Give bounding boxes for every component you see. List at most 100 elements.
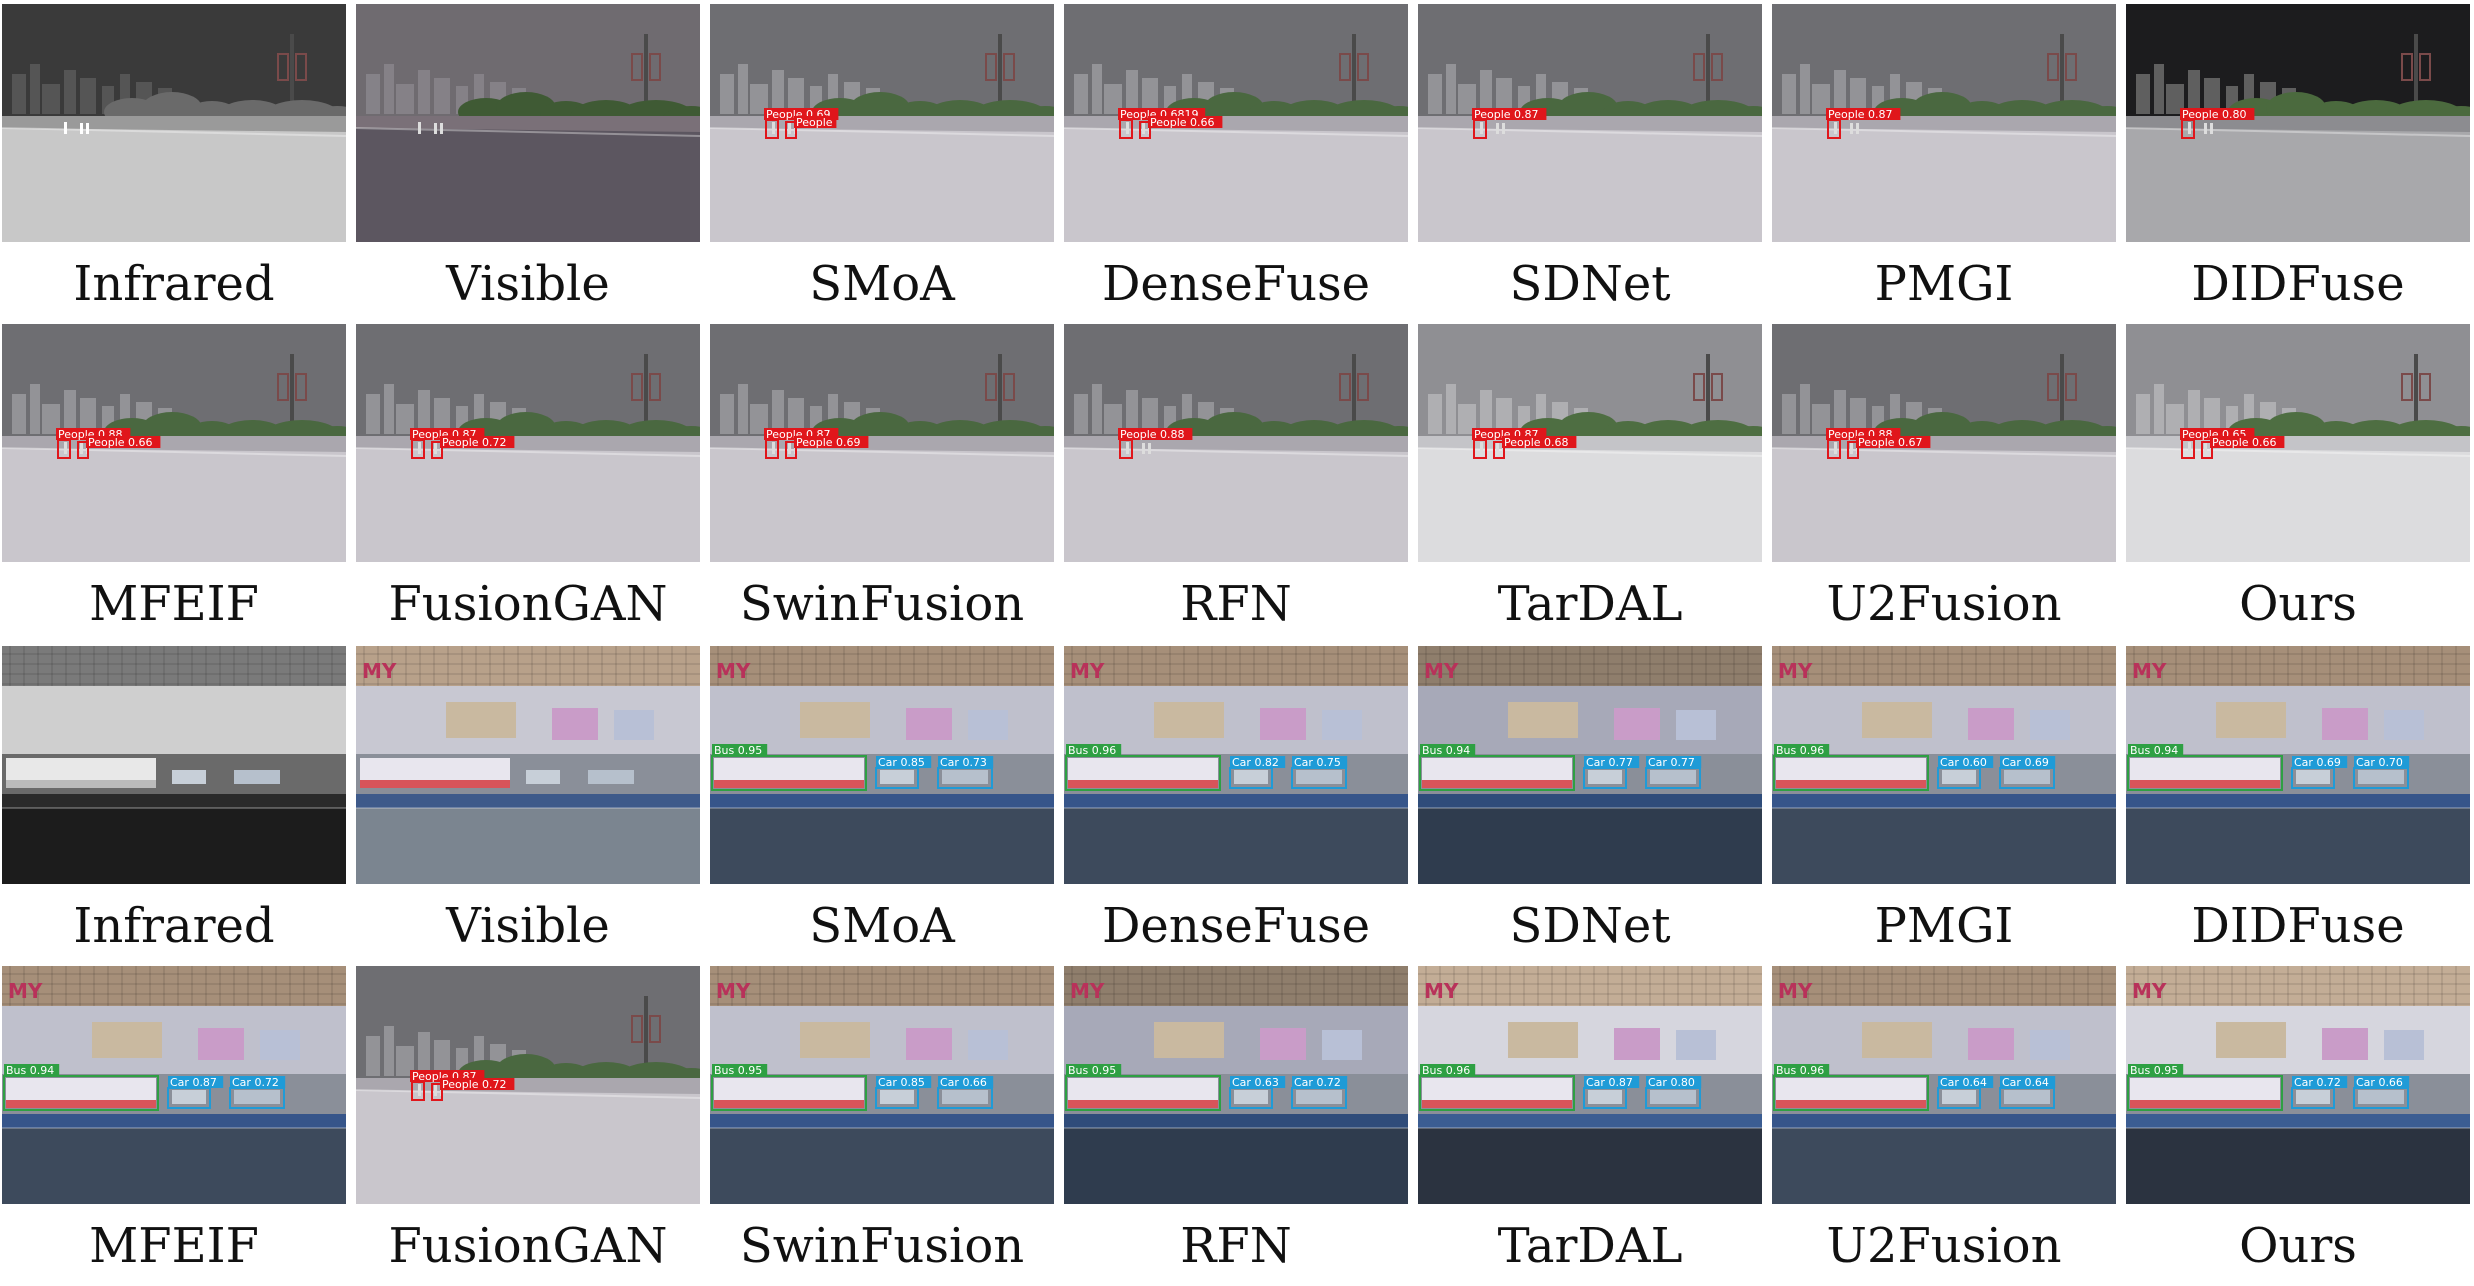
detection-label: Car 0.64 bbox=[1940, 1076, 1987, 1089]
result-image: People 0.88 People 0.66 bbox=[2, 324, 346, 562]
detection-label: Car 0.66 bbox=[940, 1076, 987, 1089]
car-detection: Car 0.77 bbox=[1645, 756, 1702, 789]
result-image bbox=[356, 4, 700, 242]
detection-label: Car 0.73 bbox=[940, 756, 987, 769]
detection-label: People 0.87 bbox=[1474, 108, 1539, 121]
detection-label: People 0.72 bbox=[442, 436, 507, 449]
people-detection: People bbox=[785, 116, 837, 139]
detection-label: Car 0.69 bbox=[2002, 756, 2049, 769]
detection-label: People 0.67 bbox=[1858, 436, 1923, 449]
detection-label: People 0.87 bbox=[1828, 108, 1893, 121]
result-image: People 0.6819 People 0.66 bbox=[1064, 4, 1408, 242]
people-detection: People 0.72 bbox=[431, 1078, 515, 1101]
image-cell: People 0.87 PMGI bbox=[1772, 4, 2116, 324]
detection-label: Car 0.80 bbox=[1648, 1076, 1695, 1089]
image-cell: People 0.65 People 0.66 Ours bbox=[2126, 324, 2470, 644]
image-cell: People 0.88 People 0.66 MFEIF bbox=[2, 324, 346, 644]
svg-text:MY: MY bbox=[1778, 979, 1813, 1003]
detection-label: Car 0.72 bbox=[2294, 1076, 2341, 1089]
detection-label: Bus 0.96 bbox=[1776, 1064, 1824, 1077]
image-row: Infrared MY Visible MY Bus 0.95 Car 0.85 Car 0… bbox=[0, 646, 2474, 966]
image-cell: MY Visible bbox=[356, 646, 700, 966]
result-image: MY Bus 0.96 Car 0.87 Car 0.80 bbox=[1418, 966, 1762, 1204]
method-caption: SMoA bbox=[809, 256, 955, 312]
car-detection: Car 0.70 bbox=[2353, 756, 2410, 789]
bus-detection: Bus 0.96 bbox=[1419, 1064, 1575, 1111]
detection-label: Bus 0.95 bbox=[1068, 1064, 1116, 1077]
people-detection: People 0.72 bbox=[431, 436, 515, 459]
car-detection: Car 0.75 bbox=[1291, 756, 1348, 789]
image-cell: Infrared bbox=[2, 4, 346, 324]
method-caption: PMGI bbox=[1874, 256, 2014, 312]
svg-text:MY: MY bbox=[8, 979, 43, 1003]
detection-label: Bus 0.94 bbox=[6, 1064, 54, 1077]
car-detection: Car 0.82 bbox=[1229, 756, 1286, 789]
people-detection: People 0.66 bbox=[2201, 436, 2285, 459]
car-detection: Car 0.69 bbox=[2291, 756, 2348, 789]
car-detection: Car 0.72 bbox=[229, 1076, 286, 1109]
image-cell: MY Bus 0.94 Car 0.77 Car 0.77 SDNet bbox=[1418, 646, 1762, 966]
detection-label: Car 0.77 bbox=[1586, 756, 1633, 769]
image-cell: People 0.87 People 0.72 FusionGAN bbox=[356, 966, 700, 1286]
result-image: People 0.87 People 0.68 bbox=[1418, 324, 1762, 562]
detection-label: People 0.72 bbox=[442, 1078, 507, 1091]
image-cell: People 0.6819 People 0.66 DenseFuse bbox=[1064, 4, 1408, 324]
method-caption: SwinFusion bbox=[739, 1218, 1025, 1274]
car-detection: Car 0.60 bbox=[1937, 756, 1994, 789]
detection-label: Car 0.85 bbox=[878, 1076, 925, 1089]
method-caption: RFN bbox=[1180, 576, 1292, 632]
method-caption: RFN bbox=[1180, 1218, 1292, 1274]
method-caption: FusionGAN bbox=[388, 576, 668, 632]
image-cell: MY Bus 0.94 Car 0.87 Car 0.72 MFEIF bbox=[2, 966, 346, 1286]
car-detection: Car 0.64 bbox=[1937, 1076, 1994, 1109]
result-image: MY Bus 0.94 Car 0.69 Car 0.70 bbox=[2126, 646, 2470, 884]
method-caption: Infrared bbox=[73, 898, 275, 954]
result-image: MY Bus 0.94 Car 0.77 Car 0.77 bbox=[1418, 646, 1762, 884]
bus-detection: Bus 0.96 bbox=[1773, 744, 1929, 791]
detection-label: Car 0.87 bbox=[1586, 1076, 1633, 1089]
people-detection: People 0.68 bbox=[1493, 436, 1577, 459]
car-detection: Car 0.69 bbox=[1999, 756, 2056, 789]
svg-text:MY: MY bbox=[716, 979, 751, 1003]
image-cell: People 0.87 People 0.69 SwinFusion bbox=[710, 324, 1054, 644]
method-caption: Ours bbox=[2239, 576, 2357, 632]
detection-label: People 0.66 bbox=[2212, 436, 2277, 449]
result-image: MY Bus 0.96 Car 0.64 Car 0.64 bbox=[1772, 966, 2116, 1204]
method-caption: MFEIF bbox=[89, 576, 259, 632]
result-image: MY Bus 0.95 Car 0.85 Car 0.73 bbox=[710, 646, 1054, 884]
bus-detection: Bus 0.94 bbox=[1419, 744, 1575, 791]
method-caption: SDNet bbox=[1509, 898, 1671, 954]
image-cell: People 0.88 RFN bbox=[1064, 324, 1408, 644]
car-detection: Car 0.73 bbox=[937, 756, 994, 789]
result-image: MY Bus 0.96 Car 0.60 Car 0.69 bbox=[1772, 646, 2116, 884]
svg-text:MY: MY bbox=[362, 659, 397, 683]
result-image: MY Bus 0.95 Car 0.85 Car 0.66 bbox=[710, 966, 1054, 1204]
detection-label: Bus 0.96 bbox=[1776, 744, 1824, 757]
image-cell: MY Bus 0.96 Car 0.60 Car 0.69 PMGI bbox=[1772, 646, 2116, 966]
people-detection: People 0.87 bbox=[1472, 108, 1547, 139]
image-cell: MY Bus 0.96 Car 0.87 Car 0.80 TarDAL bbox=[1418, 966, 1762, 1286]
svg-text:MY: MY bbox=[1778, 659, 1813, 683]
image-cell: MY Bus 0.95 Car 0.72 Car 0.66 Ours bbox=[2126, 966, 2470, 1286]
detection-label: Car 0.69 bbox=[2294, 756, 2341, 769]
image-cell: MY Bus 0.95 Car 0.85 Car 0.66 SwinFusion bbox=[710, 966, 1054, 1286]
svg-text:MY: MY bbox=[716, 659, 751, 683]
bus-detection: Bus 0.95 bbox=[711, 744, 867, 791]
bus-detection: Bus 0.95 bbox=[711, 1064, 867, 1111]
detection-label: People 0.66 bbox=[88, 436, 153, 449]
result-image: MY Bus 0.94 Car 0.87 Car 0.72 bbox=[2, 966, 346, 1204]
result-image: MY Bus 0.95 Car 0.63 Car 0.72 bbox=[1064, 966, 1408, 1204]
bus-detection: Bus 0.96 bbox=[1065, 744, 1221, 791]
image-cell: MY Bus 0.95 Car 0.63 Car 0.72 RFN bbox=[1064, 966, 1408, 1286]
detection-label: Car 0.72 bbox=[232, 1076, 279, 1089]
method-caption: DenseFuse bbox=[1101, 256, 1371, 312]
image-row: People 0.88 People 0.66 MFEIF People 0.87 Pe… bbox=[0, 324, 2474, 644]
result-image: People 0.88 bbox=[1064, 324, 1408, 562]
image-cell: Visible bbox=[356, 4, 700, 324]
method-caption: TarDAL bbox=[1497, 576, 1683, 632]
detection-label: People 0.80 bbox=[2182, 108, 2247, 121]
method-caption: DenseFuse bbox=[1101, 898, 1371, 954]
detection-label: Bus 0.96 bbox=[1422, 1064, 1470, 1077]
method-caption: SMoA bbox=[809, 898, 955, 954]
